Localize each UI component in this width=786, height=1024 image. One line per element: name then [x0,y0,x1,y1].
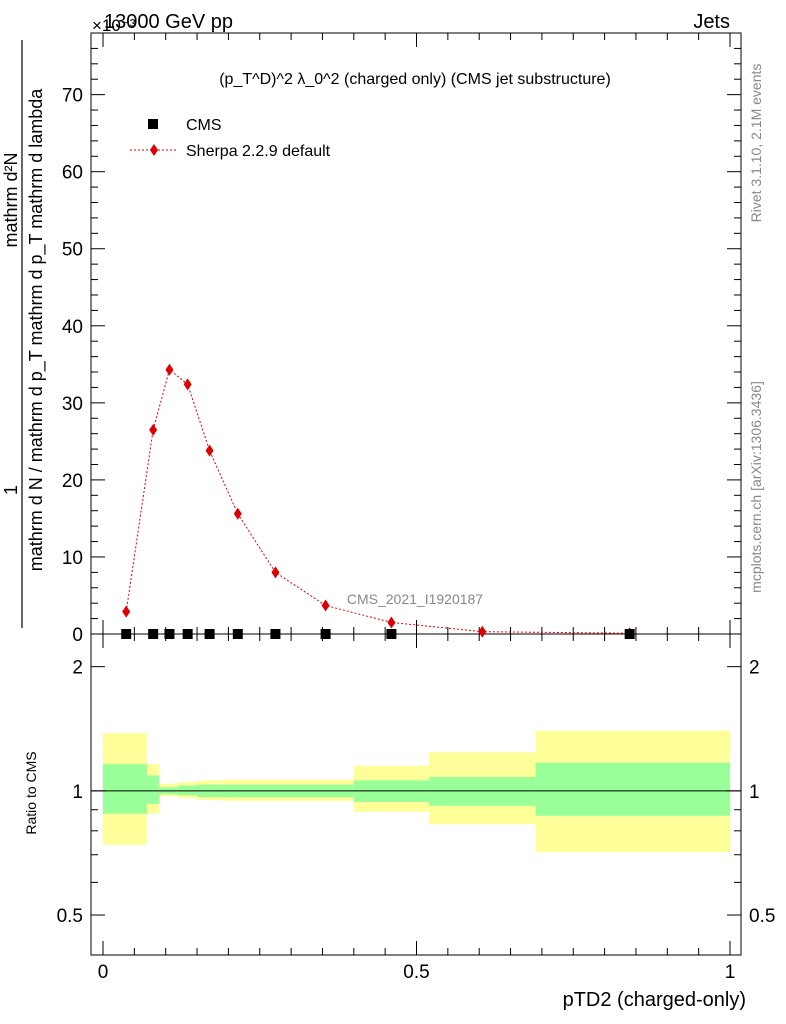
legend-sherpa-label: Sherpa 2.2.9 default [186,143,331,160]
ratio-ytick-label-right: 1 [749,782,760,803]
sherpa-point [122,605,131,618]
rivet-label: Rivet 3.1.10, 2.1M events [748,64,764,223]
sherpa-point [205,444,214,457]
cms-point [121,629,132,639]
sherpa-point [183,378,192,391]
xtick-label: 1 [725,962,736,983]
ratio-ylabel: Ratio to CMS [23,751,39,834]
ratio-ytick-label-left: 1 [72,782,83,803]
ratio-ytick-label-right: 2 [749,658,760,679]
y-multiplier: ×10⁻³ [92,16,136,35]
xtick-label: 0.5 [403,962,429,983]
analysis-label: CMS_2021_I1920187 [347,591,483,607]
cms-point [182,629,193,639]
ratio-inner-band [535,762,730,816]
sherpa-point [233,507,242,520]
ratio-bands [103,730,730,853]
ratio-ytick-label-left: 0.5 [57,906,83,927]
cms-point [204,629,215,639]
ratio-ticks: 0.5 0.5 1 1 2 2 [57,658,776,927]
header-jets: Jets [693,11,730,33]
x-ticks: 0 0.5 1 [98,33,736,983]
cms-point [320,629,331,639]
xtick-label: 0 [98,962,109,983]
plot-title: (p_T^D)^2 λ_0^2 (charged only) (CMS jet … [219,71,611,88]
main-ytick-label: 20 [62,471,83,492]
main-ytick-label: 70 [62,86,83,107]
ratio-inner-band [103,764,147,814]
cms-point [386,629,397,639]
legend-cms-label: CMS [186,117,222,134]
main-ticks: 0 10 20 30 40 50 60 70 [62,32,741,646]
legend-sherpa-marker [150,144,158,156]
main-ytick-label: 0 [72,625,83,646]
cms-point [624,629,635,639]
sherpa-points [122,363,634,640]
header-energy: 13000 GeV pp [104,11,233,33]
sherpa-point [271,566,280,579]
xlabel: pTD2 (charged-only) [563,989,746,1011]
ratio-ytick-label-left: 2 [72,658,83,679]
ratio-inner-band [146,775,160,804]
mcplots-label: mcplots.cern.ch [arXiv:1306.3436] [748,381,764,593]
cms-point [148,629,159,639]
legend-cms-marker [148,119,158,129]
ylabel-numerator: mathrm d²N [1,152,21,247]
main-ytick-label: 40 [62,317,83,338]
main-ytick-label: 10 [62,548,83,569]
cms-point [270,629,281,639]
sherpa-point [478,625,487,638]
cms-point [232,629,243,639]
ylabel-bottom: mathrm d N / mathrm d p_T mathrm d p_T m… [26,88,47,571]
ratio-ytick-label-right: 0.5 [749,906,775,927]
sherpa-point [387,616,396,629]
ratio-inner-band [429,777,536,806]
sherpa-point [149,423,158,436]
main-ytick-label: 60 [62,163,83,184]
cms-points [121,629,635,639]
sherpa-point [321,599,330,612]
main-ytick-label: 30 [62,394,83,415]
ylabel-top: 1 [1,485,21,495]
sherpa-point [165,363,174,376]
cms-point [164,629,175,639]
main-ytick-label: 50 [62,240,83,261]
